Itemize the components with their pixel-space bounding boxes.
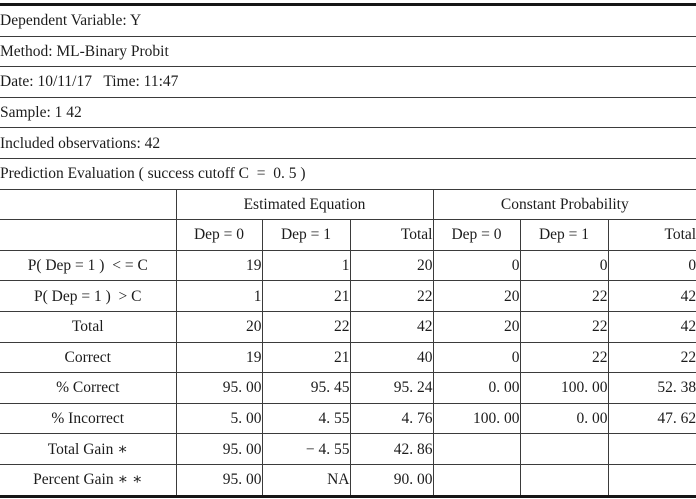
row-label: Total Gain ∗ <box>0 433 177 465</box>
cell-value: 22 <box>520 342 609 374</box>
cell-value: 4. 55 <box>262 403 351 435</box>
cell-value: 0. 00 <box>520 403 609 435</box>
corner-cell <box>0 189 177 221</box>
col-header-ee-dep1: Dep = 1 <box>262 219 351 251</box>
table-row-p-le-c: P( Dep = 1 ) < = C 19 1 20 0 0 0 <box>0 250 696 282</box>
row-label: % Incorrect <box>0 403 177 435</box>
table-row-percent-gain: Percent Gain ∗ ∗ 95. 00 NA 90. 00 <box>0 464 696 496</box>
cell-value: 19 <box>176 342 263 374</box>
cell-value: 0 <box>433 342 521 374</box>
cell-value <box>433 433 521 465</box>
cell-value: 22 <box>350 280 434 312</box>
meta-row-sample: Sample: 1 42 <box>0 97 696 129</box>
cell-value: 0 <box>608 250 696 282</box>
col-header-ee-dep0: Dep = 0 <box>176 219 263 251</box>
cell-value: 95. 00 <box>176 433 263 465</box>
cell-value <box>433 464 521 496</box>
cell-value: 20 <box>350 250 434 282</box>
col-header-ee-total: Total <box>350 219 434 251</box>
col-header-cp-dep1: Dep = 1 <box>520 219 609 251</box>
corner-cell <box>0 219 177 251</box>
cell-value: 100. 00 <box>520 372 609 404</box>
group-header-estimated-equation: Estimated Equation <box>176 189 434 221</box>
cell-value: 4. 76 <box>350 403 434 435</box>
cell-value: 42 <box>608 280 696 312</box>
cell-value: 20 <box>176 311 263 343</box>
meta-text-sample: Sample: 1 42 <box>0 97 696 129</box>
cell-value: 40 <box>350 342 434 374</box>
row-label: % Correct <box>0 372 177 404</box>
cell-value: 95. 00 <box>176 464 263 496</box>
cell-value: 22 <box>262 311 351 343</box>
cell-value: 0 <box>433 250 521 282</box>
cell-value: 20 <box>433 280 521 312</box>
meta-row-observations: Included observations: 42 <box>0 127 696 159</box>
cell-value: 0. 00 <box>433 372 521 404</box>
cell-value: 95. 00 <box>176 372 263 404</box>
group-header-constant-probability: Constant Probability <box>433 189 696 221</box>
cell-value: 1 <box>176 280 263 312</box>
table-row-pct-incorrect: % Incorrect 5. 00 4. 55 4. 76 100. 00 0.… <box>0 403 696 435</box>
row-label: Percent Gain ∗ ∗ <box>0 464 177 496</box>
cell-value: 19 <box>176 250 263 282</box>
cell-value: − 4. 55 <box>262 433 351 465</box>
meta-text-observations: Included observations: 42 <box>0 127 696 159</box>
cell-value <box>608 464 696 496</box>
meta-text-method: Method: ML-Binary Probit <box>0 36 696 68</box>
meta-row-dependent-variable: Dependent Variable: Y <box>0 4 696 37</box>
cell-value: 0 <box>520 250 609 282</box>
row-label: Total <box>0 311 177 343</box>
table-row-pct-correct: % Correct 95. 00 95. 45 95. 24 0. 00 100… <box>0 372 696 404</box>
row-label: P( Dep = 1 ) > C <box>0 280 177 312</box>
cell-value: 21 <box>262 280 351 312</box>
table-row-total: Total 20 22 42 20 22 42 <box>0 311 696 343</box>
cell-value <box>608 433 696 465</box>
cell-value: 90. 00 <box>350 464 434 496</box>
cell-value: 5. 00 <box>176 403 263 435</box>
cell-value: 95. 45 <box>262 372 351 404</box>
row-label: P( Dep = 1 ) < = C <box>0 250 177 282</box>
table-row-total-gain: Total Gain ∗ 95. 00 − 4. 55 42. 86 <box>0 433 696 465</box>
meta-row-method: Method: ML-Binary Probit <box>0 36 696 68</box>
cell-value: 42 <box>350 311 434 343</box>
cell-value: 21 <box>262 342 351 374</box>
prediction-evaluation-table: Dependent Variable: Y Method: ML-Binary … <box>0 3 696 498</box>
cell-value: 42. 86 <box>350 433 434 465</box>
group-header-row: Estimated Equation Constant Probability <box>0 189 696 221</box>
meta-text-dependent-variable: Dependent Variable: Y <box>0 4 696 37</box>
cell-value: 52. 38 <box>608 372 696 404</box>
cell-value: 47. 62 <box>608 403 696 435</box>
table-row-p-gt-c: P( Dep = 1 ) > C 1 21 22 20 22 42 <box>0 280 696 312</box>
meta-row-prediction-evaluation: Prediction Evaluation ( success cutoff C… <box>0 158 696 190</box>
cell-value: 22 <box>608 342 696 374</box>
cell-value <box>520 433 609 465</box>
cell-value: 20 <box>433 311 521 343</box>
cell-value: 100. 00 <box>433 403 521 435</box>
cell-value: NA <box>262 464 351 496</box>
column-header-row: Dep = 0 Dep = 1 Total Dep = 0 Dep = 1 To… <box>0 219 696 251</box>
cell-value: 42 <box>608 311 696 343</box>
cell-value: 95. 24 <box>350 372 434 404</box>
col-header-cp-total: Total <box>608 219 696 251</box>
cell-value: 22 <box>520 280 609 312</box>
meta-row-date-time: Date: 10/11/17 Time: 11:47 <box>0 66 696 98</box>
col-header-cp-dep0: Dep = 0 <box>433 219 521 251</box>
meta-text-date-time: Date: 10/11/17 Time: 11:47 <box>0 66 696 98</box>
cell-value <box>520 464 609 496</box>
table-row-correct: Correct 19 21 40 0 22 22 <box>0 342 696 374</box>
cell-value: 22 <box>520 311 609 343</box>
row-label: Correct <box>0 342 177 374</box>
cell-value: 1 <box>262 250 351 282</box>
meta-text-prediction-evaluation: Prediction Evaluation ( success cutoff C… <box>0 158 696 190</box>
